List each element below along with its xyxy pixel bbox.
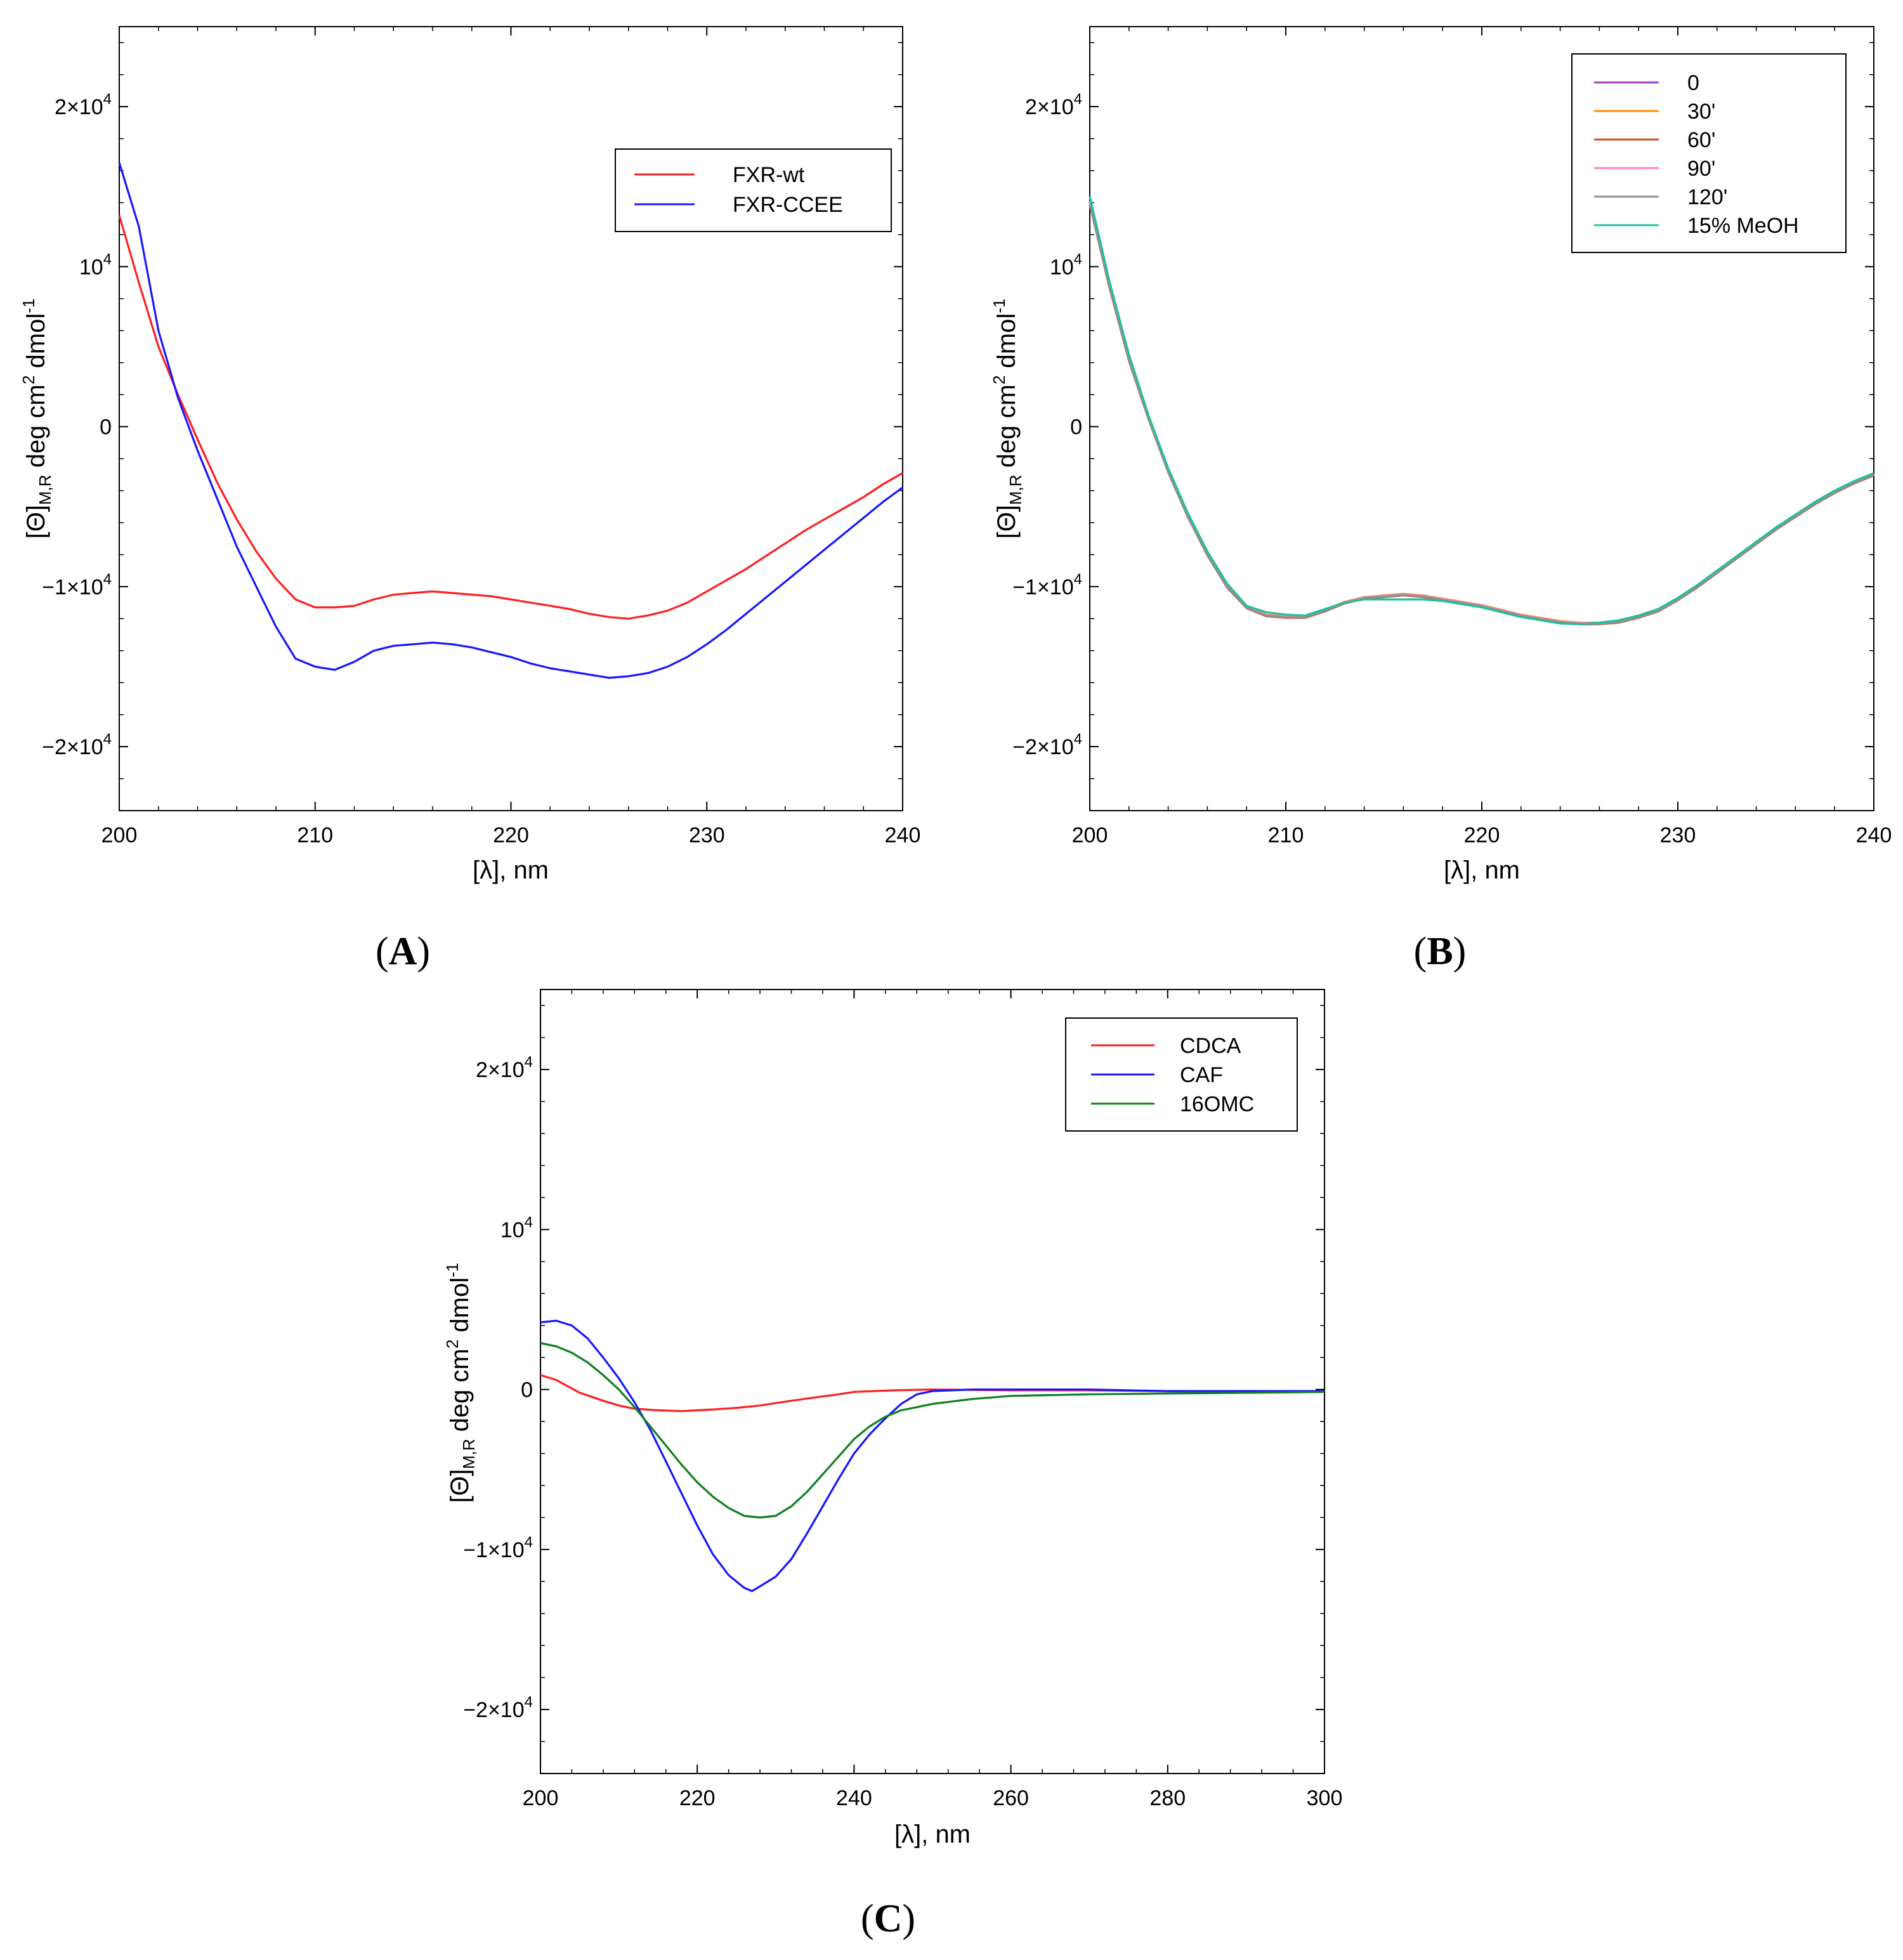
legend-label-fxr-ccee: FXR-CCEE — [733, 193, 843, 217]
series-line-caf — [540, 1319, 1324, 1592]
panel-label-b: (B) — [1414, 930, 1467, 973]
x-tick-label: 240 — [1856, 823, 1892, 847]
y-tick-label: 2×104 — [1025, 91, 1082, 119]
y-axis-title: [Θ]M,R deg cm2 dmol-1 — [990, 299, 1025, 539]
series-line-fxr-ccee — [118, 162, 903, 679]
legend-box — [1571, 53, 1847, 253]
legend: 0 30' 60' 90' 120' 15% MeOH — [1571, 53, 1847, 253]
x-axis-title: [λ], nm — [473, 856, 549, 884]
legend-label-120: 120' — [1687, 185, 1727, 209]
y-tick-label: −1×104 — [42, 571, 112, 599]
x-tick-label: 230 — [1660, 823, 1696, 847]
y-tick-label: 0 — [521, 1378, 533, 1402]
legend-label-16omc: 16OMC — [1180, 1092, 1254, 1116]
plot-frame — [540, 989, 1325, 1774]
legend: CDCA CAF 16OMC — [1065, 1017, 1298, 1132]
y-tick-label: 2×104 — [55, 91, 112, 119]
legend: FXR-wt FXR-CCEE — [615, 148, 892, 232]
x-axis-title: [λ], nm — [894, 1820, 971, 1848]
x-tick-label: 220 — [679, 1786, 716, 1810]
legend-label-0: 0 — [1687, 71, 1699, 95]
chart-panel-c: 200 220 240 260 280 3002×1041040−1×104−2×104 … — [443, 989, 1343, 1848]
series-line-fxr-wt — [118, 215, 903, 620]
legend-label-cdca: CDCA — [1180, 1034, 1241, 1058]
x-tick-label: 220 — [493, 823, 529, 847]
y-tick-label: 104 — [79, 251, 112, 279]
x-tick-label: 260 — [993, 1786, 1029, 1810]
panel-label-a: (A) — [376, 930, 430, 973]
y-tick-label: −1×104 — [463, 1534, 533, 1562]
x-tick-label: 230 — [689, 823, 725, 847]
x-tick-label: 220 — [1464, 823, 1500, 847]
legend-label-60: 60' — [1687, 128, 1715, 152]
chart-panel-b: 200 210 220 230 240 2×104 104 0 −1×104 −2×104 [λ]… — [990, 26, 1892, 884]
chart-panel-a: 200 210 220 230 240 2×104 104 0 −1×104 −2×104 [λ]… — [19, 26, 921, 884]
y-tick-label: 0 — [100, 415, 112, 440]
y-tick-label: −2×104 — [1012, 731, 1082, 759]
y-tick-label: 0 — [1070, 415, 1082, 440]
panel-label-c: (C) — [861, 1897, 915, 1940]
x-tick-label: 280 — [1149, 1786, 1186, 1810]
series-line-16omc — [540, 1342, 1325, 1519]
legend-label-caf: CAF — [1180, 1063, 1223, 1087]
x-tick-label: 210 — [297, 823, 333, 847]
x-axis-title: [λ], nm — [1444, 856, 1520, 884]
legend-label-meoh: 15% MeOH — [1687, 214, 1799, 238]
series-line-15-meoh — [1089, 196, 1874, 625]
x-tick-label: 200 — [1072, 823, 1108, 847]
y-tick-label: −1×104 — [1012, 571, 1082, 599]
legend-label-90: 90' — [1687, 157, 1715, 181]
y-tick-label: 2×104 — [476, 1054, 533, 1082]
y-tick-label: 104 — [1050, 251, 1082, 279]
legend-label-fxr-wt: FXR-wt — [733, 163, 805, 187]
legend-box — [615, 148, 892, 232]
y-axis-title: [Θ]M,R deg cm2 dmol-1 — [19, 299, 55, 539]
x-tick-label: 240 — [836, 1786, 872, 1810]
x-tick-label: 210 — [1268, 823, 1304, 847]
x-tick-label: 300 — [1307, 1786, 1343, 1810]
y-tick-label: −2×104 — [463, 1694, 533, 1722]
y-tick-label: −2×104 — [42, 731, 112, 759]
x-tick-label: 240 — [885, 823, 921, 847]
legend-label-30: 30' — [1687, 100, 1715, 124]
y-axis-title: [Θ]M,R deg cm2 dmol-1 — [443, 1263, 478, 1503]
y-tick-label: 104 — [500, 1213, 533, 1242]
x-tick-label: 200 — [101, 823, 138, 847]
x-tick-label: 200 — [523, 1786, 559, 1810]
legend-box — [1065, 1017, 1298, 1132]
series-line-120 — [1089, 203, 1874, 625]
